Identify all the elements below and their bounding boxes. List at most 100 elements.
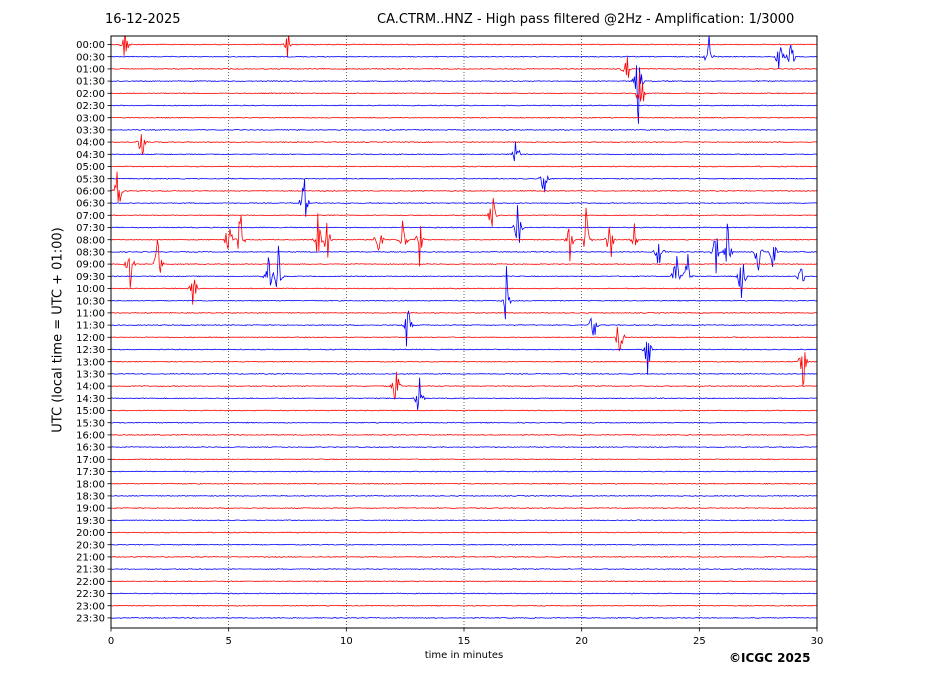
trace-0930 bbox=[111, 245, 817, 299]
trace-0600 bbox=[111, 171, 817, 202]
x-tick-label: 0 bbox=[108, 636, 114, 647]
plot-frame bbox=[110, 35, 818, 629]
trace-2230 bbox=[111, 592, 817, 595]
y-tick-label: 03:30 bbox=[76, 126, 105, 137]
trace-0800 bbox=[111, 207, 817, 267]
x-tick-label: 30 bbox=[811, 636, 824, 647]
y-tick-label: 06:00 bbox=[76, 187, 105, 198]
trace-1100 bbox=[111, 312, 817, 314]
y-tick-label: 10:00 bbox=[76, 284, 105, 295]
trace-1200 bbox=[111, 326, 817, 352]
trace-1630 bbox=[111, 446, 817, 449]
y-tick-label: 20:00 bbox=[76, 528, 105, 539]
trace-0830 bbox=[111, 223, 817, 274]
trace-1230 bbox=[111, 341, 817, 375]
trace-2000 bbox=[111, 531, 817, 534]
trace-0200 bbox=[111, 71, 817, 102]
y-tick-label: 11:30 bbox=[76, 321, 105, 332]
date-label: 16-12-2025 bbox=[105, 12, 181, 27]
y-tick-label: 12:30 bbox=[76, 345, 105, 356]
y-tick-label: 17:00 bbox=[76, 455, 105, 466]
trace-1300 bbox=[111, 352, 817, 386]
copyright-label: ©ICGC 2025 bbox=[729, 651, 811, 665]
chart-title: CA.CTRM..HNZ - High pass filtered @2Hz -… bbox=[377, 12, 795, 27]
trace-0530 bbox=[111, 174, 817, 193]
y-tick-label: 19:00 bbox=[76, 504, 105, 515]
trace-0300 bbox=[111, 116, 817, 119]
trace-0330 bbox=[111, 129, 817, 131]
y-tick-label: 11:00 bbox=[76, 309, 105, 320]
trace-1330 bbox=[111, 372, 817, 375]
y-tick-label: 01:30 bbox=[76, 77, 105, 88]
trace-0400 bbox=[111, 134, 817, 155]
y-tick-label: 00:30 bbox=[76, 52, 105, 63]
y-tick-label: 12:00 bbox=[76, 333, 105, 344]
trace-1600 bbox=[111, 434, 817, 436]
trace-0500 bbox=[111, 165, 817, 168]
y-tick-label: 20:30 bbox=[76, 540, 105, 551]
trace-2130 bbox=[111, 568, 817, 571]
y-tick-label: 02:30 bbox=[76, 101, 105, 112]
trace-0100 bbox=[111, 56, 817, 78]
x-tick-label: 10 bbox=[340, 636, 353, 647]
y-tick-label: 21:30 bbox=[76, 565, 105, 576]
trace-1730 bbox=[111, 470, 817, 473]
y-tick-label: 02:00 bbox=[76, 89, 105, 100]
trace-2100 bbox=[111, 555, 817, 558]
y-tick-label: 18:30 bbox=[76, 492, 105, 503]
trace-0030 bbox=[111, 36, 817, 69]
traces-group bbox=[111, 36, 817, 628]
y-tick-label: 18:00 bbox=[76, 479, 105, 490]
y-tick-label: 19:30 bbox=[76, 516, 105, 527]
trace-0700 bbox=[111, 197, 817, 227]
trace-1430 bbox=[111, 377, 817, 410]
y-tick-label: 01:00 bbox=[76, 65, 105, 76]
trace-0900 bbox=[111, 239, 817, 288]
x-tick-label: 20 bbox=[575, 636, 588, 647]
trace-0730 bbox=[111, 205, 817, 243]
y-tick-label: 09:00 bbox=[76, 260, 105, 271]
y-tick-label: 22:30 bbox=[76, 589, 105, 600]
y-tick-label: 15:00 bbox=[76, 406, 105, 417]
y-tick-label: 03:00 bbox=[76, 113, 105, 124]
x-tick-label: 15 bbox=[458, 636, 471, 647]
trace-2330 bbox=[111, 617, 817, 619]
y-tick-label: 16:00 bbox=[76, 431, 105, 442]
y-tick-label: 15:30 bbox=[76, 418, 105, 429]
trace-1500 bbox=[111, 409, 817, 412]
trace-1030 bbox=[111, 266, 817, 320]
y-tick-label: 22:00 bbox=[76, 577, 105, 588]
y-tick-label: 08:00 bbox=[76, 235, 105, 246]
y-tick-label: 04:00 bbox=[76, 138, 105, 149]
y-tick-label: 07:00 bbox=[76, 211, 105, 222]
trace-1930 bbox=[111, 519, 817, 522]
y-tick-label: 16:30 bbox=[76, 443, 105, 454]
trace-1830 bbox=[111, 495, 817, 497]
y-tick-label: 14:00 bbox=[76, 382, 105, 393]
y-tick-label: 21:00 bbox=[76, 553, 105, 564]
y-tick-label: 05:30 bbox=[76, 174, 105, 185]
y-tick-label: 14:30 bbox=[76, 394, 105, 405]
trace-1000 bbox=[111, 279, 817, 305]
trace-1800 bbox=[111, 482, 817, 485]
x-axis-label: time in minutes bbox=[424, 650, 504, 661]
x-tick-label: 5 bbox=[225, 636, 231, 647]
trace-0000 bbox=[111, 36, 817, 58]
y-tick-label: 07:30 bbox=[76, 223, 105, 234]
y-tick-label: 23:30 bbox=[76, 614, 105, 625]
y-tick-label: 13:30 bbox=[76, 370, 105, 381]
y-tick-label: 08:30 bbox=[76, 248, 105, 259]
trace-1530 bbox=[111, 421, 817, 424]
trace-2030 bbox=[111, 543, 817, 546]
trace-0230 bbox=[111, 104, 817, 107]
trace-2200 bbox=[111, 580, 817, 583]
trace-1400 bbox=[111, 371, 817, 401]
trace-0630 bbox=[111, 178, 817, 217]
y-tick-label: 23:00 bbox=[76, 601, 105, 612]
y-tick-label: 13:00 bbox=[76, 357, 105, 368]
y-tick-label: 09:30 bbox=[76, 272, 105, 283]
y-tick-label: 04:30 bbox=[76, 150, 105, 161]
y-tick-label: 05:00 bbox=[76, 162, 105, 173]
